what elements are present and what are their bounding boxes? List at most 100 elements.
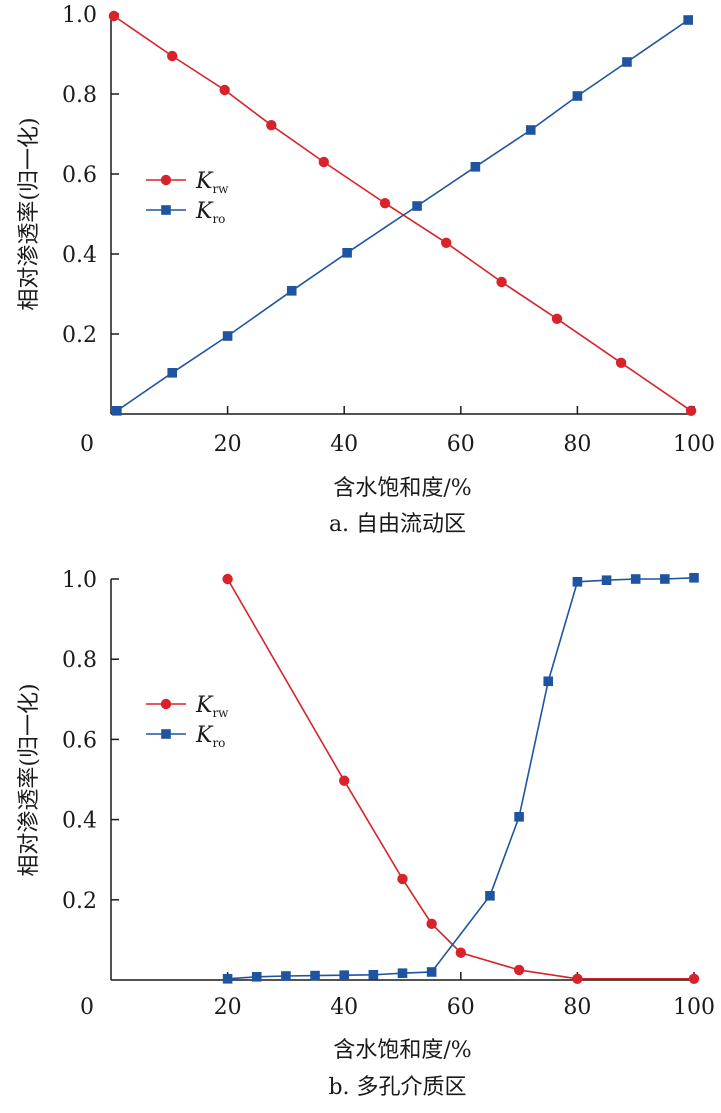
data-point-ro — [630, 574, 641, 584]
series-ro — [112, 15, 693, 416]
data-point-ro — [286, 286, 297, 296]
x-tick-label: 0 — [80, 995, 94, 1020]
data-point-ro — [514, 811, 524, 822]
data-point-rw — [266, 120, 277, 131]
panel-caption: a. 自由流动区 — [329, 512, 466, 537]
legend-label-ro: Kro — [195, 723, 225, 750]
data-point-ro — [543, 676, 554, 687]
data-point-ro — [572, 91, 583, 101]
x-tick-label: 60 — [447, 432, 475, 457]
legend-label-rw: Krw — [195, 169, 229, 196]
data-point-rw — [379, 198, 391, 209]
data-point-ro — [426, 967, 437, 977]
legend-entry-ro: Kro — [146, 723, 225, 750]
series-line-rw — [226, 578, 694, 980]
x-tick-label: 100 — [673, 995, 715, 1020]
x-tick-label: 0 — [80, 432, 94, 457]
data-point-rw — [688, 973, 700, 984]
data-point-rw — [219, 84, 230, 96]
y-tick-label: 0.4 — [62, 243, 97, 268]
data-point-ro — [310, 970, 320, 981]
legend-marker-rw — [160, 698, 172, 710]
y-tick-label: 1.0 — [62, 3, 97, 28]
legend-entry-rw: Krw — [146, 169, 229, 196]
data-point-ro — [525, 125, 536, 135]
legend-symbol: K — [195, 693, 214, 718]
legend-symbol: K — [195, 723, 214, 748]
data-point-ro — [683, 15, 693, 25]
data-point-rw — [551, 313, 563, 324]
legend-marker-ro — [161, 729, 171, 739]
series-rw — [108, 10, 697, 416]
y-tick-label: 0.8 — [62, 83, 97, 108]
x-tick-label: 80 — [563, 432, 591, 457]
y-tick-label: 0.6 — [62, 163, 97, 188]
data-point-rw — [222, 573, 233, 585]
x-axis-title: 含水饱和度/% — [333, 476, 471, 501]
series-ro — [222, 572, 699, 984]
x-tick-label: 60 — [447, 995, 475, 1020]
data-point-ro — [689, 572, 699, 583]
data-point-rw — [615, 357, 627, 368]
legend-label-ro: Kro — [195, 199, 225, 226]
data-point-rw — [572, 973, 583, 984]
y-tick-label: 0.4 — [62, 809, 97, 834]
y-axis-title: 相对渗透率(归一化) — [17, 117, 42, 310]
data-point-rw — [455, 947, 466, 958]
legend-subscript: ro — [212, 212, 225, 226]
data-point-ro — [368, 969, 379, 980]
legend-marker-ro — [161, 205, 171, 215]
legend-symbol: K — [195, 169, 214, 194]
data-point-ro — [112, 406, 122, 416]
data-point-ro — [222, 331, 233, 341]
y-tick-label: 0.6 — [62, 728, 97, 753]
data-point-ro — [251, 971, 262, 982]
legend-entry-rw: Krw — [146, 693, 229, 720]
data-point-ro — [572, 577, 583, 587]
y-tick-label: 1.0 — [62, 568, 97, 593]
y-tick-label: 0.8 — [62, 648, 97, 673]
x-tick-label: 20 — [214, 432, 242, 457]
data-point-rw — [513, 964, 525, 976]
chart-panel-a: 0 20 40 60 80 100 0.2 0.4 0.6 0.8 1.0 含水饱和度/% 相对渗透率(… — [17, 3, 715, 537]
legend-subscript: ro — [212, 736, 225, 750]
data-point-ro — [601, 575, 612, 586]
data-point-rw — [339, 775, 350, 786]
data-point-rw — [318, 156, 329, 168]
legend-entry-ro: Kro — [146, 199, 225, 226]
data-point-ro — [485, 890, 495, 901]
data-point-ro — [660, 574, 670, 584]
panel-caption: b. 多孔介质区 — [328, 1075, 466, 1100]
data-point-rw — [167, 50, 178, 62]
data-point-rw — [441, 237, 452, 248]
x-tick-label: 40 — [330, 432, 358, 457]
data-point-rw — [685, 405, 697, 416]
data-point-rw — [496, 276, 507, 288]
legend-subscript: rw — [212, 182, 229, 196]
series-rw — [222, 573, 700, 984]
data-point-ro — [397, 968, 408, 978]
x-tick-label: 100 — [673, 432, 715, 457]
x-tick-label: 40 — [330, 995, 358, 1020]
data-point-ro — [222, 973, 233, 984]
x-tick-label: 20 — [214, 995, 242, 1020]
legend-subscript: rw — [212, 706, 229, 720]
chart-panel-b: 0 20 40 60 80 100 0.2 0.4 0.6 0.8 1.0 含水饱和度/% 相对渗透率(… — [17, 568, 715, 1100]
series-line-ro — [227, 576, 695, 980]
data-point-ro — [622, 57, 632, 67]
data-point-ro — [167, 368, 178, 378]
y-tick-label: 0.2 — [62, 889, 97, 914]
x-tick-label: 80 — [563, 995, 591, 1020]
legend-marker-rw — [160, 174, 172, 186]
legend-symbol: K — [195, 199, 214, 224]
y-axis-title: 相对渗透率(归一化) — [17, 683, 42, 876]
data-point-ro — [339, 970, 349, 980]
data-point-ro — [342, 248, 352, 258]
data-point-rw — [397, 873, 408, 885]
data-point-rw — [426, 918, 437, 930]
legend-label-rw: Krw — [195, 693, 229, 720]
x-axis-title: 含水饱和度/% — [333, 1038, 471, 1063]
data-point-ro — [470, 162, 481, 172]
